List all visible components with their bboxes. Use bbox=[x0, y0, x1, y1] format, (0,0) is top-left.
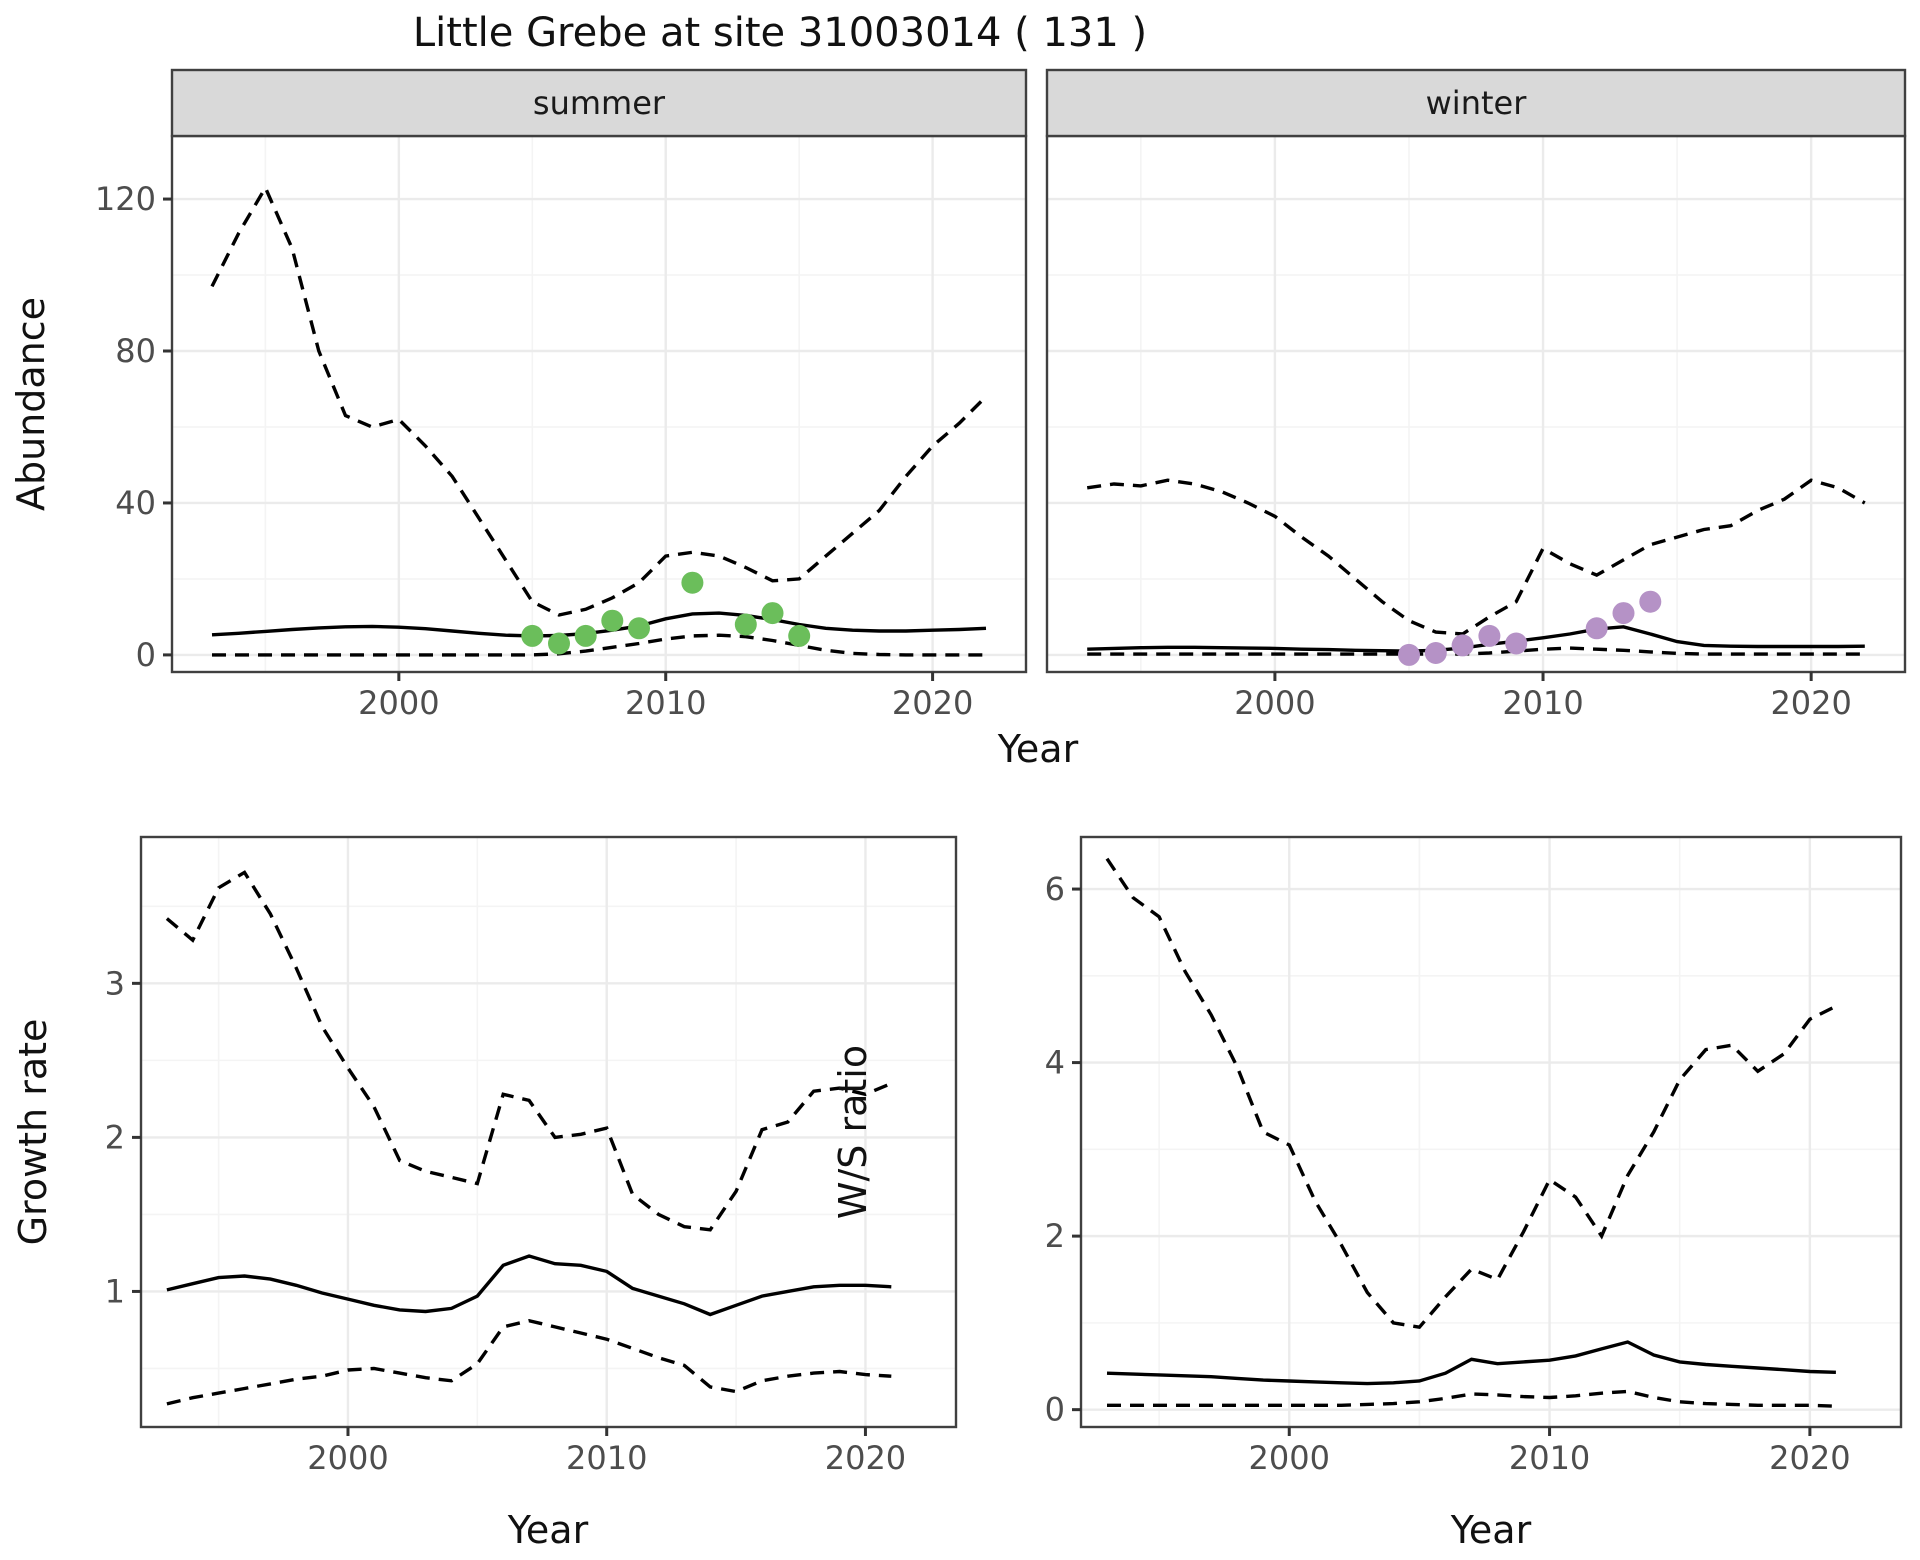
ws-mean-line bbox=[1106, 1340, 1836, 1386]
facet-label: winter bbox=[1426, 84, 1528, 122]
x-axis-title: Year bbox=[1450, 1508, 1532, 1552]
winter-observation bbox=[1424, 642, 1447, 664]
x-axis-title: Year bbox=[507, 1508, 589, 1552]
summer-observation bbox=[788, 624, 811, 647]
growth-lower-ci-line bbox=[166, 1318, 892, 1406]
facet-strip bbox=[170, 68, 1028, 138]
x-tick-label: 2000 bbox=[358, 684, 439, 722]
x-tick-label: 2020 bbox=[1769, 1439, 1850, 1477]
panel-ws: 2000 2010 2020 0 2 4 6 Year W/S ratio bbox=[831, 835, 1903, 1552]
winter-observation bbox=[1612, 602, 1635, 625]
y-tick-label: 40 bbox=[115, 484, 156, 522]
summer-observation bbox=[761, 602, 784, 625]
winter-lower-ci-line bbox=[1087, 646, 1865, 656]
panel-background bbox=[1081, 837, 1901, 1427]
panel-border bbox=[139, 835, 958, 1429]
x-tick-label: 2000 bbox=[1249, 1439, 1330, 1477]
y-tick-label: 6 bbox=[1045, 870, 1065, 908]
panel-border bbox=[1079, 835, 1903, 1429]
summer-observation bbox=[681, 571, 704, 594]
summer-observation bbox=[601, 609, 624, 632]
y-tick-label: 3 bbox=[105, 964, 125, 1002]
y-tick-label: 80 bbox=[115, 332, 156, 370]
y-axis-title: W/S ratio bbox=[831, 1045, 875, 1219]
y-tick-label: 1 bbox=[105, 1272, 125, 1310]
x-tick-label: 2010 bbox=[625, 684, 706, 722]
y-tick-label: 120 bbox=[95, 180, 156, 218]
y-tick-label: 2 bbox=[105, 1118, 125, 1156]
summer-observation bbox=[548, 632, 570, 655]
winter-mean-line bbox=[1087, 625, 1865, 653]
y-tick-label: 0 bbox=[136, 636, 156, 674]
winter-upper-ci-line bbox=[1086, 478, 1866, 636]
winter-observation bbox=[1478, 624, 1501, 647]
panel-background bbox=[1047, 136, 1905, 672]
x-tick-label: 2000 bbox=[1234, 684, 1315, 722]
ws-lower-ci-line bbox=[1107, 1389, 1836, 1408]
summer-observation bbox=[574, 624, 597, 647]
winter-observation bbox=[1639, 590, 1662, 613]
panel-summer: summer 2000 2010 2020 0 40 80 120 bbox=[95, 68, 1028, 722]
growth-upper-ci-line bbox=[165, 870, 892, 1232]
panel-background bbox=[172, 136, 1026, 672]
x-tick-label: 2020 bbox=[892, 684, 973, 722]
summer-observation bbox=[628, 617, 650, 640]
x-tick-label: 2020 bbox=[1770, 684, 1851, 722]
x-tick-label: 2010 bbox=[1509, 1439, 1590, 1477]
y-axis-title: Growth rate bbox=[11, 1019, 55, 1246]
y-tick-label: 2 bbox=[1045, 1217, 1065, 1255]
chart-title: Little Grebe at site 31003014 ( 131 ) bbox=[412, 10, 1148, 56]
x-tick-label: 2010 bbox=[1502, 684, 1583, 722]
panel-growth: 2000 2010 2020 1 2 3 Year Growth rate bbox=[11, 835, 958, 1552]
winter-observation bbox=[1398, 643, 1420, 666]
x-tick-label: 2020 bbox=[825, 1439, 906, 1477]
growth-mean-line bbox=[166, 1254, 892, 1317]
y-tick-label: 4 bbox=[1045, 1044, 1065, 1082]
panel-background bbox=[141, 837, 956, 1427]
winter-observation bbox=[1505, 632, 1528, 655]
x-tick-label: 2010 bbox=[566, 1439, 647, 1477]
y-axis-title-abundance: Abundance bbox=[9, 297, 53, 511]
winter-observation bbox=[1585, 617, 1608, 640]
summer-mean-line bbox=[211, 611, 987, 638]
y-tick-label: 0 bbox=[1045, 1391, 1065, 1429]
summer-observation bbox=[521, 624, 544, 647]
winter-observation bbox=[1451, 634, 1474, 657]
x-axis-title-year: Year bbox=[997, 727, 1079, 771]
x-tick-label: 2000 bbox=[307, 1439, 388, 1477]
summer-observation bbox=[734, 613, 757, 636]
panel-winter: winter 2000 2010 2020 bbox=[1045, 68, 1907, 722]
facet-label: summer bbox=[533, 84, 666, 122]
facet-strip bbox=[1045, 68, 1907, 138]
summer-lower-ci-line bbox=[212, 633, 986, 657]
